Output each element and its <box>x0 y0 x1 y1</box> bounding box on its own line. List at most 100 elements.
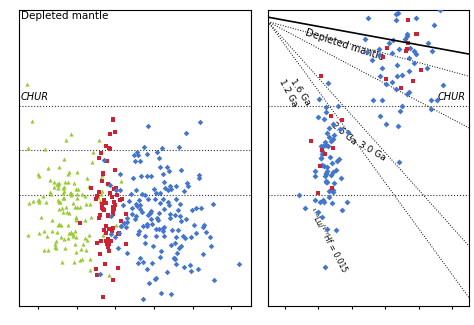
Point <box>115 232 122 237</box>
Point <box>103 143 110 149</box>
Point <box>107 239 115 244</box>
Point <box>172 256 179 261</box>
Point <box>167 291 175 296</box>
Point <box>35 199 43 204</box>
Point <box>93 241 101 246</box>
Point <box>343 200 350 205</box>
Point <box>39 193 47 199</box>
Point <box>34 198 42 203</box>
Point <box>107 131 114 136</box>
Point <box>99 173 106 178</box>
Point <box>335 156 343 162</box>
Point <box>60 156 68 162</box>
Point <box>210 202 217 207</box>
Point <box>53 245 60 251</box>
Point <box>97 151 105 156</box>
Point <box>369 98 377 103</box>
Point <box>82 217 89 222</box>
Point <box>171 256 178 261</box>
Point <box>380 54 387 59</box>
Point <box>437 7 444 13</box>
Point <box>139 259 146 265</box>
Point <box>67 190 74 196</box>
Point <box>133 201 140 206</box>
Point <box>319 143 327 148</box>
Point <box>128 206 136 211</box>
Point <box>112 186 120 191</box>
Point <box>72 218 79 223</box>
Point <box>376 114 384 119</box>
Point <box>424 40 432 46</box>
Point <box>318 144 325 149</box>
Point <box>110 207 118 212</box>
Point <box>67 229 74 234</box>
Point <box>156 190 164 195</box>
Point <box>59 186 67 191</box>
Point <box>35 230 43 236</box>
Point <box>76 204 84 209</box>
Point <box>96 213 104 218</box>
Point <box>25 233 32 238</box>
Point <box>375 53 383 58</box>
Point <box>116 188 124 193</box>
Point <box>210 278 218 283</box>
Point <box>174 227 182 233</box>
Text: ¹⁷⁶Lu/¹⁷⁷Hf = 0.015: ¹⁷⁶Lu/¹⁷⁷Hf = 0.015 <box>308 207 349 274</box>
Point <box>135 260 142 266</box>
Point <box>131 216 138 221</box>
Point <box>123 215 130 221</box>
Point <box>44 165 52 171</box>
Point <box>176 214 183 219</box>
Point <box>328 201 336 206</box>
Point <box>100 158 108 163</box>
Point <box>87 214 95 219</box>
Point <box>110 199 118 204</box>
Point <box>109 208 117 213</box>
Point <box>413 32 421 37</box>
Point <box>165 203 173 208</box>
Point <box>70 231 77 237</box>
Point <box>87 185 95 190</box>
Point <box>105 248 112 254</box>
Point <box>332 167 340 172</box>
Point <box>102 230 109 235</box>
Point <box>125 199 133 204</box>
Point <box>344 130 352 135</box>
Point <box>144 266 151 271</box>
Point <box>401 37 409 42</box>
Point <box>314 190 322 195</box>
Point <box>41 228 48 233</box>
Point <box>113 188 120 193</box>
Point <box>137 159 144 164</box>
Point <box>187 234 195 240</box>
Point <box>320 200 328 205</box>
Point <box>433 97 441 102</box>
Point <box>146 210 153 215</box>
Point <box>393 74 401 79</box>
Point <box>382 76 390 82</box>
Point <box>428 48 436 54</box>
Point <box>142 314 149 319</box>
Text: 1.6 Ga: 1.6 Ga <box>288 78 312 108</box>
Point <box>102 238 110 243</box>
Point <box>326 126 333 131</box>
Point <box>152 227 160 232</box>
Point <box>141 234 149 239</box>
Point <box>109 118 117 123</box>
Point <box>404 18 411 23</box>
Point <box>106 182 114 187</box>
Point <box>139 296 147 301</box>
Point <box>55 182 62 187</box>
Point <box>148 260 156 266</box>
Point <box>111 167 118 173</box>
Point <box>72 205 79 210</box>
Point <box>206 234 213 240</box>
Point <box>389 2 396 7</box>
Point <box>137 174 145 179</box>
Point <box>114 265 121 270</box>
Text: 1.2 Ga: 1.2 Ga <box>277 77 299 108</box>
Point <box>107 232 114 237</box>
Point <box>159 312 167 318</box>
Point <box>29 198 36 203</box>
Point <box>83 176 91 181</box>
